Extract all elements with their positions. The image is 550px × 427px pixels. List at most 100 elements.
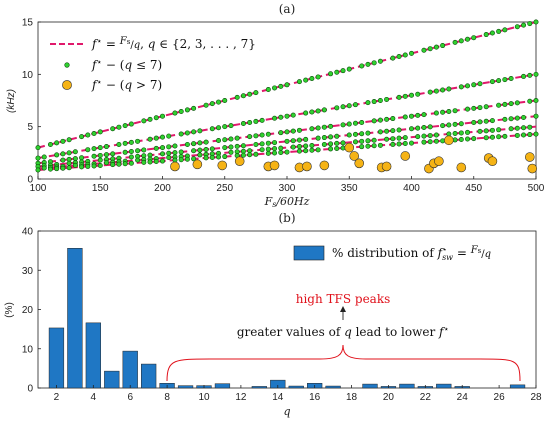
green-point [390,141,396,147]
x-tick-label: 26 [494,392,506,403]
green-point [508,116,514,122]
green-point [502,77,508,83]
green-point [135,148,141,154]
y-tick-label: 40 [22,227,34,238]
bar-q7 [141,363,157,389]
green-point [160,113,166,119]
green-point [502,133,508,139]
x-tick-label: 150 [92,183,109,194]
y-tick-label: 0 [27,175,33,186]
green-point [352,139,358,145]
green-point [489,118,495,124]
green-point [166,150,172,156]
green-point [153,135,159,141]
green-point [41,165,47,171]
green-point [234,135,240,141]
green-point [135,157,141,163]
green-point [228,123,234,129]
x-tick-label: 200 [154,183,171,194]
green-point [91,146,97,152]
green-point [160,158,166,164]
green-point [284,113,290,119]
green-point [371,137,377,143]
green-point [203,102,209,108]
green-point [483,135,489,141]
y-tick-label: 10 [22,344,34,355]
green-point [278,114,284,120]
x-tick-label: 8 [164,392,170,403]
green-point [203,155,209,161]
orange-point [217,160,228,171]
green-point [346,103,352,109]
green-point [184,130,190,136]
green-point [234,94,240,100]
green-point [153,158,159,164]
green-point [458,136,464,142]
orange-point [524,152,535,162]
green-point [147,136,153,142]
bar-q5 [104,370,120,389]
green-point [446,86,452,92]
green-point [396,54,402,60]
green-point [489,30,495,36]
green-point [47,141,53,147]
green-point [222,124,228,130]
green-point [527,21,533,27]
green-point [47,166,53,172]
x-tick-label: 10 [198,392,210,403]
green-point [496,102,502,108]
bar-q9 [177,385,194,389]
x-tick-label: 22 [420,392,432,403]
orange-point [434,156,444,167]
green-point [508,76,514,82]
annotation-arrow [340,306,346,320]
green-point [191,129,197,135]
bar-q13 [251,386,267,389]
green-point [328,71,334,77]
green-point [533,71,539,77]
green-point [334,69,340,75]
green-point [272,140,278,146]
y-tick-label: 5 [27,122,33,133]
green-point [340,122,346,128]
green-point [427,139,433,145]
green-point [402,135,408,141]
green-point [128,154,134,160]
x-tick-label: 28 [530,392,542,403]
green-point [390,128,396,134]
green-point [197,140,203,146]
green-point [321,135,327,141]
green-point [421,112,427,118]
green-point [240,152,246,158]
green-point [278,145,284,151]
green-point [54,140,60,146]
green-point [103,152,109,158]
green-point [72,162,78,168]
green-point [440,109,446,115]
green-point [371,118,377,124]
orange-point [354,158,365,169]
green-point [290,112,296,118]
green-point [128,139,134,145]
green-point [141,118,147,124]
green-point [234,143,240,149]
green-point [172,110,178,116]
green-point [471,119,477,125]
green-point [496,28,502,34]
x-tick-label: 2 [54,392,60,403]
green-point [35,155,41,161]
green-point [390,116,396,122]
green-point [216,125,222,131]
green-point [54,166,60,172]
green-point [502,101,508,107]
green-point [259,117,265,123]
bar-q15 [288,385,304,389]
green-point [496,127,502,133]
green-point [66,150,72,156]
legend-a-item-orange: f⋆ − (q > 7) [91,78,162,92]
green-point [110,151,116,157]
green-point [502,116,508,122]
green-point [334,145,340,151]
green-point [440,87,446,93]
orange-point [192,159,203,170]
